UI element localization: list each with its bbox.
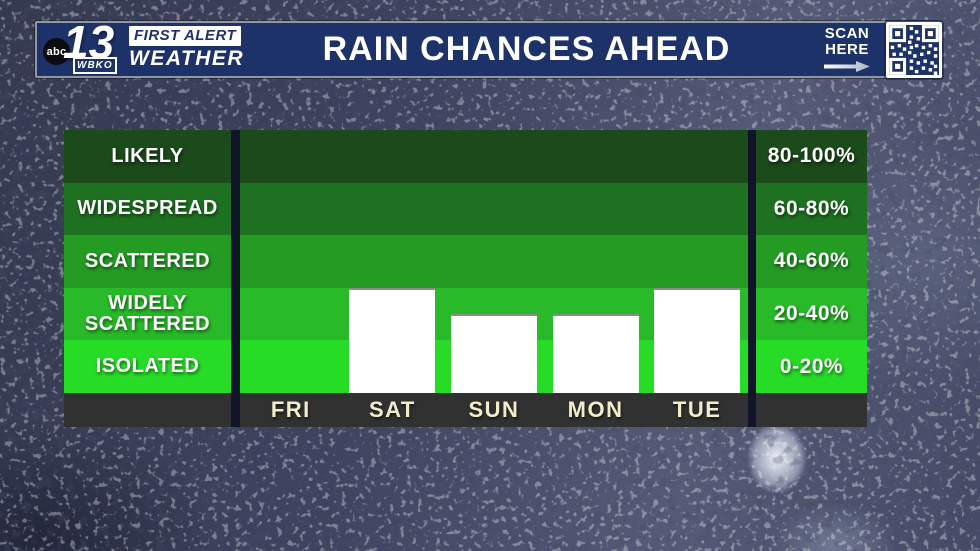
header-bar: abc 13 WBKO FIRST ALERT WEATHER RAIN CHA…: [35, 19, 942, 78]
bar-mon: [552, 314, 639, 393]
range-label-40-60: 40-60%: [756, 235, 867, 288]
range-label-80-100: 80-100%: [756, 130, 867, 183]
bars-layer: [240, 130, 748, 393]
range-label-60-80: 60-80%: [756, 182, 867, 236]
day-label-fri: FRI: [270, 397, 311, 422]
day-label-tue: TUE: [672, 397, 722, 422]
axis-row-left-spacer: [64, 392, 231, 427]
rain-chance-chart: LIKELY WIDESPREAD SCATTERED WIDELY SCATT…: [64, 130, 867, 427]
abc-network-icon: abc: [43, 38, 70, 65]
day-label-sat: SAT: [368, 397, 416, 422]
bar-slot-mon: [545, 130, 647, 393]
band-label-scattered: SCATTERED: [64, 235, 231, 288]
band-stripe-80-100: [240, 130, 748, 183]
range-label-0-20: 0-20%: [756, 340, 867, 393]
bar-tue: [654, 288, 741, 393]
band-stripe-60-80: [240, 182, 748, 236]
range-label-20-40: 20-40%: [756, 287, 867, 341]
page-title: RAIN CHANCES AHEAD: [322, 29, 731, 68]
band-label-isolated: ISOLATED: [64, 340, 231, 393]
station-logo: abc 13 WBKO FIRST ALERT WEATHER: [37, 19, 243, 76]
band-label-column: LIKELY WIDESPREAD SCATTERED WIDELY SCATT…: [64, 130, 231, 427]
band-label-widely-scattered: WIDELY SCATTERED: [64, 287, 231, 341]
brand-block: FIRST ALERT WEATHER: [129, 26, 244, 71]
bar-slot-tue: [646, 130, 748, 393]
scan-here-line2: HERE: [825, 41, 869, 58]
brand-first-alert: FIRST ALERT: [129, 26, 242, 46]
day-label-sun: SUN: [468, 397, 520, 422]
scan-here-line1: SCAN: [824, 25, 870, 42]
day-labels: FRI SAT SUN MON TUE: [240, 397, 748, 423]
brand-weather: WEATHER: [129, 47, 245, 70]
plot-area: [240, 130, 748, 393]
axis-row-right-spacer: [756, 392, 867, 427]
band-label-likely: LIKELY: [64, 130, 231, 183]
qr-code-icon: [886, 21, 942, 78]
bar-slot-sun: [443, 130, 545, 393]
band-label-widespread: WIDESPREAD: [64, 182, 231, 236]
abc-network-label: abc: [46, 45, 67, 58]
station-call-letters: WBKO: [73, 57, 117, 74]
percent-range-column: 80-100% 60-80% 40-60% 20-40% 0-20%: [756, 130, 867, 427]
arrow-right-icon: [824, 61, 870, 72]
bar-sat: [349, 288, 436, 393]
day-axis: FRI SAT SUN MON TUE: [240, 393, 748, 427]
scan-here-callout: SCAN HERE: [816, 26, 878, 73]
day-label-mon: MON: [567, 397, 624, 422]
bar-slot-fri: [240, 130, 342, 393]
plot-column: FRI SAT SUN MON TUE: [240, 130, 748, 427]
bar-slot-sat: [342, 130, 444, 393]
bar-sun: [450, 314, 537, 393]
band-stripe-40-60: [240, 235, 748, 288]
